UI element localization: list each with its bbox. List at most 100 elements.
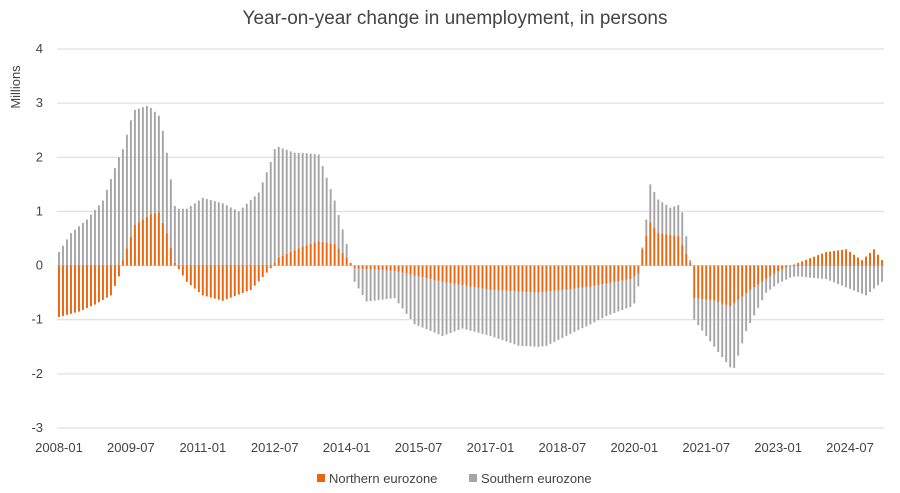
bar-s0-m181 (781, 265, 784, 270)
bar-s1-m113 (509, 291, 512, 343)
bar-s1-m138 (609, 282, 612, 315)
bar-s0-m134 (593, 265, 596, 286)
bar-s0-m185 (797, 262, 800, 266)
bar-s1-m171 (741, 296, 744, 344)
bar-s0-m105 (477, 265, 480, 288)
bar-s0-m69 (333, 243, 336, 266)
bar-s1-m120 (537, 292, 540, 347)
bar-s1-m102 (465, 285, 468, 330)
bar-s1-m80 (377, 269, 380, 301)
x-tick-label-4: 2014-01 (323, 440, 371, 455)
bar-s0-m127 (565, 265, 568, 290)
bar-s0-m36 (201, 265, 204, 296)
bar-s0-m126 (561, 265, 564, 290)
bar-s1-m104 (473, 287, 476, 332)
bar-s1-m81 (381, 270, 384, 300)
bar-s1-m141 (621, 280, 624, 310)
bar-s0-m13 (109, 265, 112, 296)
bar-s1-m121 (541, 292, 544, 347)
bar-s1-m35 (197, 200, 200, 266)
bar-s0-m118 (529, 265, 532, 293)
bar-s0-m40 (217, 265, 220, 300)
bar-s0-m115 (517, 265, 520, 292)
bar-s1-m153 (669, 207, 672, 235)
bar-s0-m19 (133, 224, 136, 266)
bar-s1-m59 (293, 152, 296, 251)
bar-s0-m4 (74, 265, 76, 313)
bar-s0-m133 (589, 265, 592, 287)
bar-s1-m170 (737, 299, 740, 356)
bar-s0-m17 (125, 248, 128, 266)
bar-s0-m143 (629, 265, 632, 280)
bar-s1-m2 (66, 239, 68, 266)
bar-s1-m168 (729, 306, 732, 368)
bar-s1-m182 (785, 267, 788, 280)
bar-s0-m71 (341, 252, 344, 266)
x-tick-label-2: 2011-01 (179, 440, 226, 455)
bar-s0-m199 (853, 254, 855, 266)
bar-s1-m137 (605, 283, 608, 317)
bar-s1-m196 (841, 265, 844, 286)
bar-s1-m140 (617, 281, 620, 312)
bar-s1-m150 (657, 199, 660, 234)
bar-s1-m91 (421, 277, 424, 328)
y-axis-label: Millions (8, 65, 23, 109)
bar-s1-m42 (225, 205, 228, 266)
bar-s0-m159 (693, 265, 696, 299)
bar-s0-m82 (385, 265, 388, 271)
bar-s1-m37 (205, 198, 208, 266)
bar-s1-m70 (337, 215, 340, 249)
bar-s1-m175 (757, 284, 760, 308)
bar-s0-m184 (793, 264, 796, 266)
bar-s0-m22 (145, 216, 148, 266)
bar-s0-m34 (193, 265, 196, 289)
bar-s1-m44 (233, 209, 236, 266)
bar-s0-m166 (721, 265, 724, 304)
bar-s0-m99 (453, 265, 456, 284)
bar-s1-m41 (221, 203, 224, 266)
bar-s1-m139 (613, 282, 616, 313)
bar-s1-m159 (693, 298, 696, 320)
bar-s1-m136 (601, 284, 604, 319)
bar-s0-m56 (281, 255, 284, 266)
y-tick-label-2: -1 (31, 312, 43, 327)
bar-s0-m189 (813, 256, 816, 266)
bar-s1-m103 (469, 286, 472, 331)
bar-s1-m165 (717, 302, 720, 352)
bar-s0-m150 (657, 233, 660, 266)
bar-s0-m160 (697, 265, 700, 299)
legend-swatch-southern (469, 474, 477, 482)
bar-s1-m77 (365, 269, 368, 302)
bar-s1-m53 (269, 162, 272, 266)
x-tick-label-11: 2024-07 (826, 440, 874, 455)
bar-s0-m161 (701, 265, 704, 300)
bar-s1-m132 (585, 287, 588, 327)
bar-s0-m130 (577, 265, 580, 289)
bar-s0-m84 (393, 265, 396, 271)
bar-s0-m52 (265, 265, 268, 273)
bar-s0-m119 (533, 265, 536, 293)
bar-s1-m206 (881, 265, 883, 282)
bar-s1-m205 (877, 265, 879, 286)
bar-s1-m40 (217, 202, 220, 266)
bar-s1-m58 (289, 151, 292, 253)
bar-s1-m204 (873, 265, 875, 289)
bar-s0-m125 (557, 265, 560, 291)
bar-s1-m114 (513, 291, 516, 345)
bar-s0-m103 (469, 265, 472, 287)
bar-s1-m29 (173, 206, 176, 263)
bar-s0-m178 (769, 265, 772, 277)
bar-s1-m92 (425, 278, 428, 330)
bar-s0-m194 (833, 250, 836, 266)
bar-s1-m184 (793, 265, 796, 277)
bar-s0-m58 (289, 252, 292, 266)
bar-s1-m63 (309, 153, 312, 244)
bar-s0-m151 (661, 233, 664, 266)
bar-s1-m192 (825, 265, 828, 280)
bar-s1-m88 (409, 274, 412, 319)
bar-s1-m193 (829, 265, 832, 281)
bar-s0-m21 (141, 219, 144, 266)
bar-s0-m45 (237, 265, 240, 295)
bar-s1-m144 (633, 276, 636, 304)
bar-s1-m21 (141, 107, 144, 220)
